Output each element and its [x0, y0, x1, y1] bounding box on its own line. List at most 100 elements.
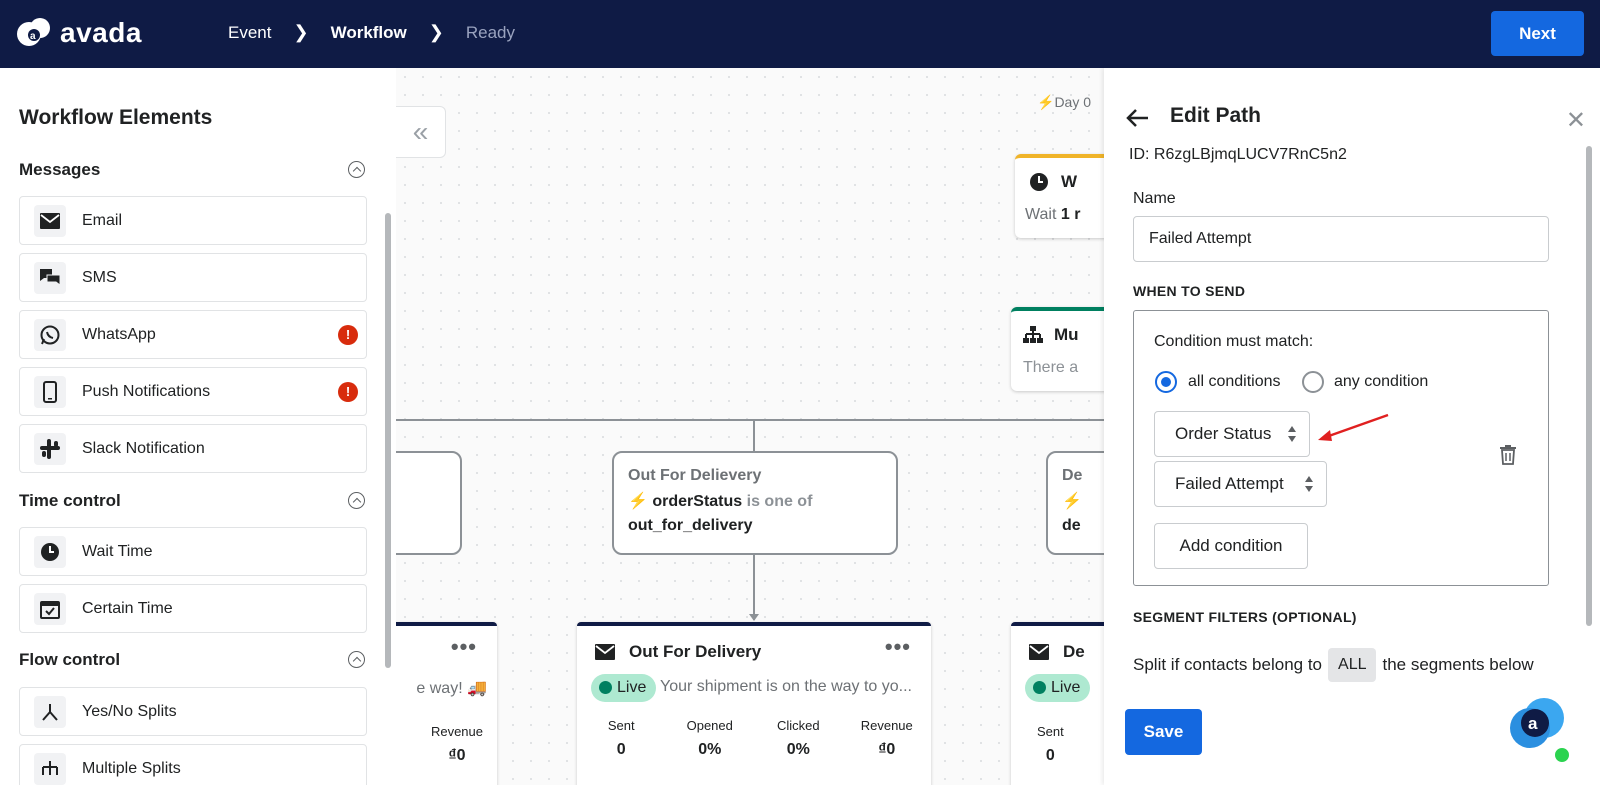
radio-any-condition[interactable] [1302, 371, 1324, 393]
email-title: Out For Delivery [629, 642, 762, 661]
envelope-icon [34, 204, 66, 237]
panel-title: Edit Path [1170, 104, 1262, 127]
day-label-text: Day 0 [1054, 94, 1092, 110]
condition-field: orderStatus [652, 493, 743, 510]
next-button[interactable]: Next [1491, 11, 1584, 56]
multiple-split-node[interactable]: Mu There a [1011, 307, 1104, 391]
close-icon[interactable]: ✕ [1565, 107, 1586, 134]
sidebar-item-sms[interactable]: SMS [19, 253, 367, 302]
clock-icon [1030, 173, 1048, 191]
clock-icon [34, 535, 66, 568]
sidebar-scrollbar[interactable] [385, 213, 391, 668]
stat-sent: Sent 0 [1037, 724, 1064, 765]
sidebar-item-label: SMS [82, 268, 117, 286]
warning-icon: ! [338, 382, 358, 402]
email-preview: Your shipment is on the way to yo... [660, 678, 912, 695]
workflow-elements-sidebar: Workflow Elements Messages Email SMS Wha… [0, 68, 396, 785]
select-value: Order Status [1175, 424, 1272, 443]
connector-line [396, 419, 1104, 421]
node-title: W [1061, 172, 1078, 191]
svg-text:a: a [1528, 714, 1538, 733]
slack-icon [34, 432, 66, 465]
condition-field-select[interactable]: Order Status [1154, 411, 1310, 457]
trash-icon[interactable] [1500, 445, 1516, 465]
stat-label: Revenue [860, 718, 913, 733]
warning-icon: ! [338, 325, 358, 345]
name-label: Name [1133, 190, 1176, 207]
collapse-time-icon[interactable] [348, 492, 365, 509]
online-status-dot [1553, 746, 1571, 764]
stat-label: Revenue [430, 724, 483, 739]
lightning-icon: ⚡ [628, 493, 648, 510]
sidebar-item-wait-time[interactable]: Wait Time [19, 527, 367, 576]
name-input[interactable] [1133, 216, 1549, 262]
when-to-send-heading: WHEN TO SEND [1133, 283, 1246, 299]
email-stats: Sent 0 Opened 0% Clicked 0% Revenue ₫0 [577, 718, 931, 759]
stat-value: ₫0 [878, 741, 896, 758]
status-badge: Live [591, 674, 657, 702]
condition-node-right[interactable]: De ⚡ de [1046, 451, 1104, 555]
sidebar-item-email[interactable]: Email [19, 196, 367, 245]
condition-node-left[interactable] [396, 451, 462, 555]
stat-label: Clicked [776, 718, 820, 733]
email-node-center[interactable]: Out For Delivery ••• Live Your shipment … [577, 622, 931, 785]
node-text: Wait 1 r [1025, 206, 1080, 224]
chevron-right-icon: ❯ [293, 22, 309, 42]
sidebar-item-label: Email [82, 211, 123, 229]
add-condition-button[interactable]: Add condition [1154, 523, 1308, 569]
workflow-canvas[interactable]: « ⚡Day 0 W Wait 1 r Mu There a Out For D… [396, 68, 1104, 785]
whatsapp-icon [34, 318, 66, 351]
avada-logo[interactable]: a avada [16, 16, 142, 50]
breadcrumb-ready[interactable]: Ready [465, 22, 515, 42]
back-arrow-icon[interactable] [1126, 108, 1150, 128]
more-options-icon[interactable]: ••• [450, 634, 477, 659]
panel-scrollbar[interactable] [1586, 146, 1592, 626]
breadcrumb-workflow[interactable]: Workflow [330, 22, 407, 42]
condition-rule: ⚡ orderStatus is one of [628, 491, 882, 511]
breadcrumb-event[interactable]: Event [228, 22, 272, 42]
sidebar-item-multiple-splits[interactable]: Multiple Splits [19, 744, 367, 785]
calendar-check-icon [34, 592, 66, 625]
condition-rule: ⚡ [1062, 491, 1104, 511]
condition-match-label: Condition must match: [1154, 333, 1314, 350]
sidebar-item-slack[interactable]: Slack Notification [19, 424, 367, 473]
select-value: Failed Attempt [1175, 474, 1284, 493]
section-time-control: Time control [19, 491, 121, 510]
stat-label: Sent [1037, 724, 1064, 739]
chevron-right-icon: ❯ [428, 22, 444, 42]
collapse-messages-icon[interactable] [348, 161, 365, 178]
radio-all-conditions[interactable] [1155, 371, 1177, 393]
stat-revenue: Revenue ₫0 [843, 718, 932, 759]
more-options-icon[interactable]: ••• [884, 634, 911, 659]
multi-split-icon [1023, 326, 1043, 343]
stat-revenue: Revenue ₫0 [431, 724, 483, 765]
email-node-right[interactable]: De Live Sent 0 [1011, 622, 1104, 785]
condition-node-center[interactable]: Out For Delievery ⚡ orderStatus is one o… [612, 451, 898, 555]
sidebar-item-certain-time[interactable]: Certain Time [19, 584, 367, 633]
select-arrows-icon [1287, 426, 1297, 444]
condition-operator: is one of [746, 493, 813, 510]
stat-label: Sent [607, 718, 635, 733]
sidebar-item-whatsapp[interactable]: WhatsApp ! [19, 310, 367, 359]
when-to-send-box: Condition must match: all conditions any… [1133, 310, 1549, 586]
condition-title: Out For Delievery [628, 467, 762, 484]
stat-value: ₫0 [448, 747, 466, 764]
collapse-sidebar-button[interactable]: « [396, 106, 446, 158]
wait-time-node[interactable]: W Wait 1 r [1015, 154, 1104, 238]
envelope-icon [1029, 644, 1049, 660]
split-icon [34, 695, 66, 728]
save-button[interactable]: Save [1125, 709, 1202, 755]
collapse-flow-icon[interactable] [348, 651, 365, 668]
condition-value-select[interactable]: Failed Attempt [1154, 461, 1327, 507]
sidebar-item-yes-no-splits[interactable]: Yes/No Splits [19, 687, 367, 736]
day-label: ⚡Day 0 [1037, 94, 1091, 111]
split-suffix: the segments below [1382, 655, 1534, 674]
email-node-left[interactable]: ••• e way! 🚚 Revenue ₫0 [396, 622, 497, 785]
chat-widget-icon[interactable]: a [1506, 694, 1572, 752]
section-messages: Messages [19, 160, 101, 179]
segment-split-text: Split if contacts belong to ALL the segm… [1133, 648, 1534, 682]
svg-text:a: a [30, 31, 36, 42]
all-badge[interactable]: ALL [1328, 648, 1377, 682]
sidebar-item-push[interactable]: Push Notifications ! [19, 367, 367, 416]
sidebar-item-label: Push Notifications [82, 382, 211, 400]
